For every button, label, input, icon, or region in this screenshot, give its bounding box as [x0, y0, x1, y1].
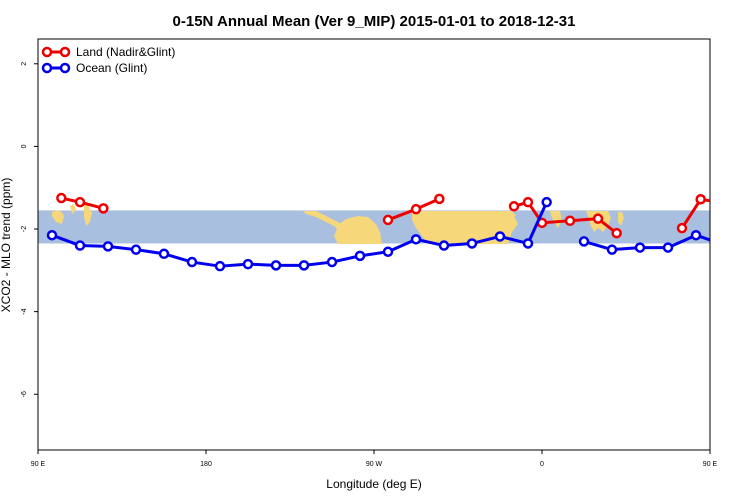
ocean-data-point [438, 240, 450, 251]
x-tick-label: 90 W [366, 461, 383, 468]
ocean-data-point [578, 236, 590, 247]
ocean-data-point [298, 260, 310, 271]
land-data-point [564, 215, 576, 226]
x-tick-label: 0 [540, 461, 544, 468]
legend-ocean-marker [59, 62, 71, 74]
y-axis: 2 0 -2 -4 -6 [21, 62, 38, 397]
ocean-data-point [662, 242, 674, 253]
x-axis-label: Longitude (deg E) [326, 477, 421, 491]
ocean-data-point [494, 231, 506, 242]
legend-ocean-marker [41, 62, 53, 74]
x-axis: 90 E 180 90 W 0 90 E [31, 450, 718, 468]
legend-ocean-label: Ocean (Glint) [76, 61, 147, 75]
land-data-point [522, 196, 534, 208]
y-tick-label: -4 [21, 308, 28, 314]
legend-land-marker [41, 46, 53, 58]
land-data-point [695, 194, 706, 205]
x-tick-label: 90 E [703, 461, 718, 468]
land-data-point [715, 198, 723, 206]
ocean-data-point [270, 260, 282, 271]
land-data-point [592, 213, 604, 224]
y-axis-label: XCO2 - MLO trend (ppm) [0, 178, 13, 313]
ocean-data-point [354, 250, 366, 262]
legend-land-label: Land (Nadir&Glint) [76, 45, 175, 59]
ocean-series-line [583, 233, 710, 252]
x-tick-label: 180 [200, 461, 212, 468]
land-borneo-philippines [52, 204, 92, 226]
land-data-point [676, 222, 688, 234]
land-data-point [410, 203, 422, 215]
ocean-data-point [242, 258, 254, 270]
ocean-data-point [634, 242, 646, 253]
ocean-data-point [606, 244, 618, 255]
y-tick-label: -6 [21, 391, 28, 397]
land-masses [52, 204, 624, 244]
land-philippines [618, 212, 624, 226]
plot-frame [37, 38, 711, 451]
y-tick-label: -2 [21, 226, 28, 232]
land-data-point [508, 201, 520, 212]
land-series-line [680, 197, 710, 229]
ocean-data-point [382, 246, 394, 257]
land-data-point [56, 192, 67, 204]
land-africa-north [412, 211, 518, 244]
land-south-america-north [334, 216, 382, 244]
y-tick-label: 0 [21, 144, 28, 148]
legend-land-marker [59, 46, 71, 58]
series-layer [46, 192, 747, 272]
land-india-south [550, 211, 562, 228]
ocean-data-point [74, 240, 86, 251]
land-data-point [382, 214, 394, 226]
x-tick-label: 90 E [31, 461, 46, 468]
ocean-data-point [690, 229, 702, 241]
ocean-data-point [46, 229, 58, 241]
land-data-point [611, 227, 622, 239]
land-data-point [98, 203, 109, 214]
ocean-data-point [410, 234, 422, 245]
chart-title: 0-15N Annual Mean (Ver 9_MIP) 2015-01-01… [173, 13, 576, 30]
ocean-data-point [102, 241, 114, 252]
ocean-data-point [541, 196, 552, 208]
ocean-data-point [158, 248, 170, 260]
land-data-point [74, 196, 86, 208]
ocean-data-point [214, 260, 226, 272]
ocean-data-point [326, 256, 338, 268]
ocean-data-point [720, 241, 728, 249]
ocean-data-point [130, 244, 142, 255]
land-arabia-tip [500, 211, 516, 218]
y-tick-label: 2 [21, 62, 28, 66]
ocean-data-point [466, 238, 478, 249]
ocean-data-point [186, 256, 198, 268]
land-data-point [434, 193, 445, 205]
ocean-data-point [522, 238, 534, 249]
legend: Land (Nadir&Glint) Ocean (Glint) [41, 45, 175, 75]
land-data-point [739, 204, 747, 212]
